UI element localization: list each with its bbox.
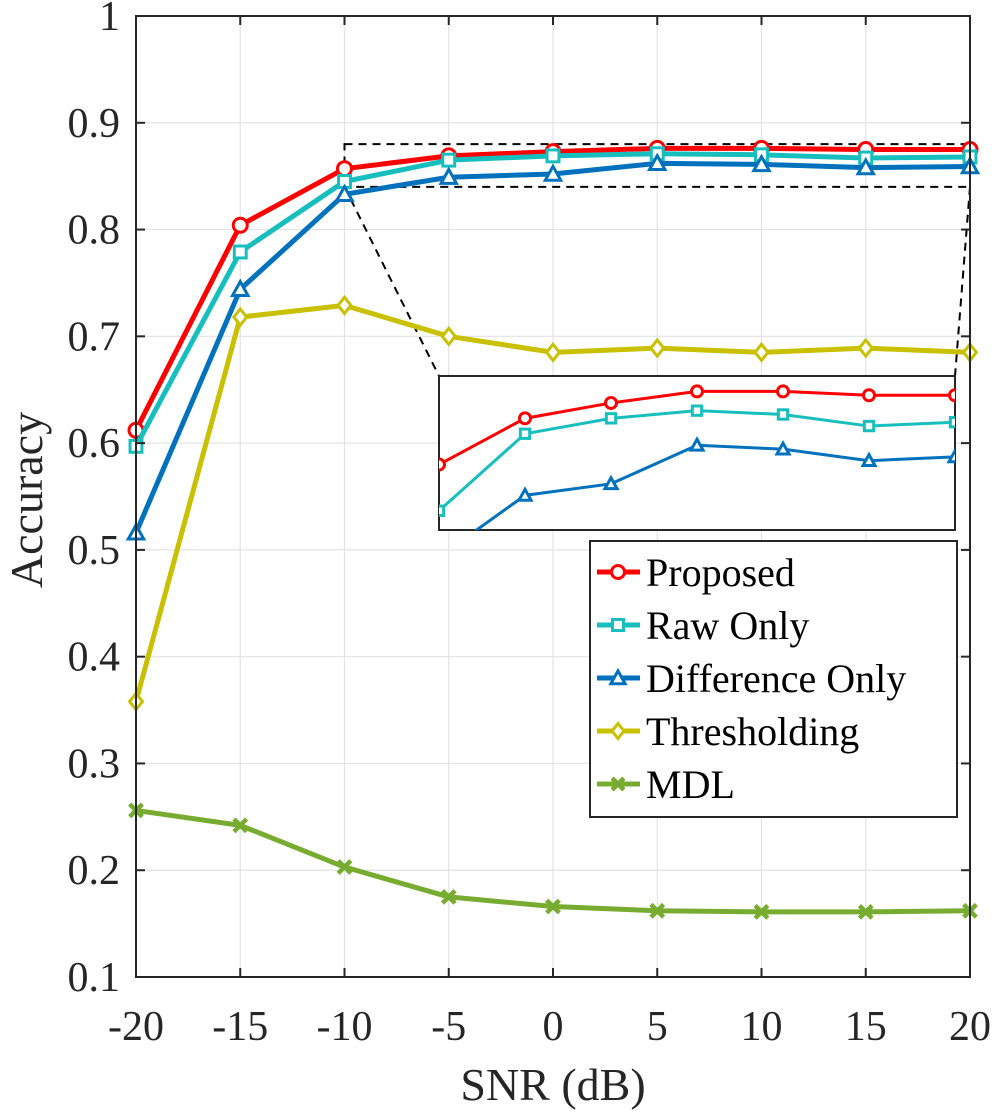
legend-box <box>589 540 958 818</box>
x-tick-label: -20 <box>108 1004 164 1050</box>
data-point <box>438 166 459 185</box>
y-tick-label: 0.4 <box>68 635 121 681</box>
inset-data-point <box>862 419 876 433</box>
series-mdl <box>128 802 978 920</box>
inset-frame <box>438 375 956 531</box>
inset-data-point <box>860 451 878 468</box>
data-point <box>855 156 876 176</box>
data-point <box>336 859 353 875</box>
inset-data-point <box>690 404 704 417</box>
data-point <box>336 160 353 178</box>
data-point <box>440 889 457 905</box>
data-point <box>544 341 562 363</box>
inset-data-point <box>776 384 790 399</box>
inset-data-point <box>602 474 620 491</box>
inset-data-point <box>688 436 706 452</box>
x-tick-label: 0 <box>543 1004 564 1050</box>
legend-entry-proposed: Proposed <box>597 550 795 595</box>
data-point <box>751 153 772 173</box>
legend-entry-raw-only: Raw Only <box>597 603 809 648</box>
legend-entry-thresholding: Thresholding <box>597 709 859 754</box>
y-tick-label: 0.3 <box>68 741 121 787</box>
legend-label: Difference Only <box>646 656 906 701</box>
data-point <box>545 148 561 164</box>
data-point <box>649 902 666 919</box>
inset-data-point <box>774 440 792 456</box>
inset-series-raw-only <box>439 404 955 517</box>
data-point <box>336 294 353 316</box>
inset-data-point <box>604 395 618 410</box>
legend-entry-mdl: MDL <box>597 762 735 807</box>
series-difference-only <box>125 152 981 541</box>
axes: -20 -15 -10 -5 0 5 10 15 20 0.1 0.2 0.3 0.4 0.5 0.6 0.7… <box>68 0 992 1050</box>
data-point <box>334 183 355 202</box>
legend-swatch-marker <box>610 721 626 741</box>
inset-data-point <box>946 447 955 464</box>
data-point <box>857 337 875 359</box>
zoom-connector-left <box>343 186 440 377</box>
y-tick-label: 0.6 <box>68 421 121 467</box>
x-tick-label: -10 <box>317 1004 373 1050</box>
x-tick-label: 15 <box>845 1004 887 1050</box>
y-tick-label: 0.9 <box>68 101 121 147</box>
x-axis-label: SNR (dB) <box>460 1059 645 1110</box>
inset-data-point <box>776 408 790 421</box>
legend-label: MDL <box>646 762 735 807</box>
y-tick-label: 0.5 <box>68 528 121 574</box>
inset-data-point <box>862 388 876 403</box>
data-point <box>542 163 564 182</box>
x-tick-label: 5 <box>647 1004 668 1050</box>
y-tick-label: 0.2 <box>68 848 121 894</box>
x-tick-label: -5 <box>431 1004 466 1050</box>
inset-data-point <box>948 416 955 429</box>
inset-data-point <box>690 384 704 399</box>
inset-data-point <box>439 457 446 472</box>
legend-label: Raw Only <box>646 603 809 648</box>
inset-data-point <box>439 504 446 517</box>
inset-data-point <box>516 486 534 502</box>
inset-data-point <box>518 427 532 440</box>
x-tick-label: 10 <box>741 1004 783 1050</box>
inset-data-point <box>518 411 532 426</box>
data-point <box>232 244 248 260</box>
legend-entry-difference-only: Difference Only <box>597 656 906 701</box>
x-tick-label: -15 <box>212 1004 268 1050</box>
x-tick-label: 20 <box>949 1004 991 1050</box>
zoom-connector-right <box>954 186 971 377</box>
inset-series <box>433 384 955 562</box>
data-point <box>232 817 249 834</box>
y-tick-label: 0.8 <box>68 208 121 254</box>
inset-data-point <box>433 551 445 562</box>
inset-data-point <box>948 388 955 403</box>
data-point <box>231 306 249 328</box>
inset-data-point <box>604 412 618 425</box>
legend-swatch-marker <box>610 776 626 792</box>
inset-series-proposed <box>439 384 955 472</box>
legend: Proposed Raw Only Difference Only Threshold… <box>589 540 958 818</box>
legend-label: Proposed <box>646 550 795 595</box>
data-point <box>647 152 668 172</box>
y-tick-label: 0.7 <box>68 314 121 360</box>
data-point <box>648 337 666 359</box>
inset-zoom-panel <box>433 375 956 562</box>
data-point <box>441 152 457 168</box>
data-point <box>753 341 770 363</box>
legend-label: Thresholding <box>646 709 859 754</box>
data-point <box>857 903 874 920</box>
data-point <box>545 898 561 915</box>
y-tick-label: 0.1 <box>68 955 121 1001</box>
legend-swatch-marker <box>608 667 628 686</box>
series-layer <box>125 139 981 920</box>
data-point <box>753 903 770 920</box>
legend-swatch-marker <box>610 617 626 633</box>
data-point <box>440 325 458 347</box>
inset-series-difference-only <box>433 436 955 562</box>
legend-swatch-marker <box>610 564 626 580</box>
y-axis-label: Accuracy <box>1 412 52 588</box>
data-point <box>231 216 249 234</box>
y-tick-label: 1 <box>99 0 120 40</box>
data-point <box>230 278 251 298</box>
